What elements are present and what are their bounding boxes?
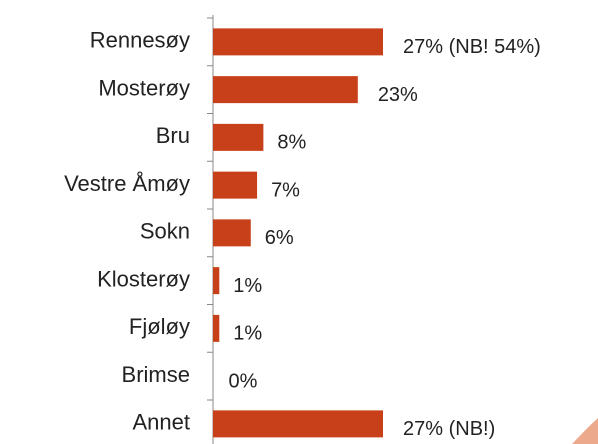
category-label: Mosterøy <box>98 75 190 100</box>
category-label: Bru <box>156 123 190 148</box>
value-label: 27% (NB!) <box>403 418 495 440</box>
bar <box>213 28 383 56</box>
bar <box>213 76 358 104</box>
value-label: 8% <box>277 132 306 154</box>
category-label: Sokn <box>140 219 190 244</box>
bar <box>213 267 220 295</box>
bar <box>213 171 258 199</box>
value-label: 7% <box>271 179 300 201</box>
category-label: Klosterøy <box>97 266 190 291</box>
value-label: 1% <box>233 275 262 297</box>
category-label: Annet <box>133 410 191 435</box>
value-label: 27% (NB! 54%) <box>403 36 541 58</box>
category-label: Brimse <box>122 362 190 387</box>
bar <box>213 314 220 342</box>
bar <box>213 123 264 151</box>
corner-decoration <box>572 418 598 444</box>
value-label: 6% <box>265 227 294 249</box>
value-label: 23% <box>378 84 418 106</box>
bar <box>213 410 383 438</box>
category-label: Rennesøy <box>90 28 190 53</box>
bar <box>213 219 251 247</box>
category-label: Vestre Åmøy <box>64 171 190 196</box>
category-label: Fjøløy <box>129 314 190 339</box>
value-label: 1% <box>233 323 262 345</box>
value-label: 0% <box>229 370 258 392</box>
